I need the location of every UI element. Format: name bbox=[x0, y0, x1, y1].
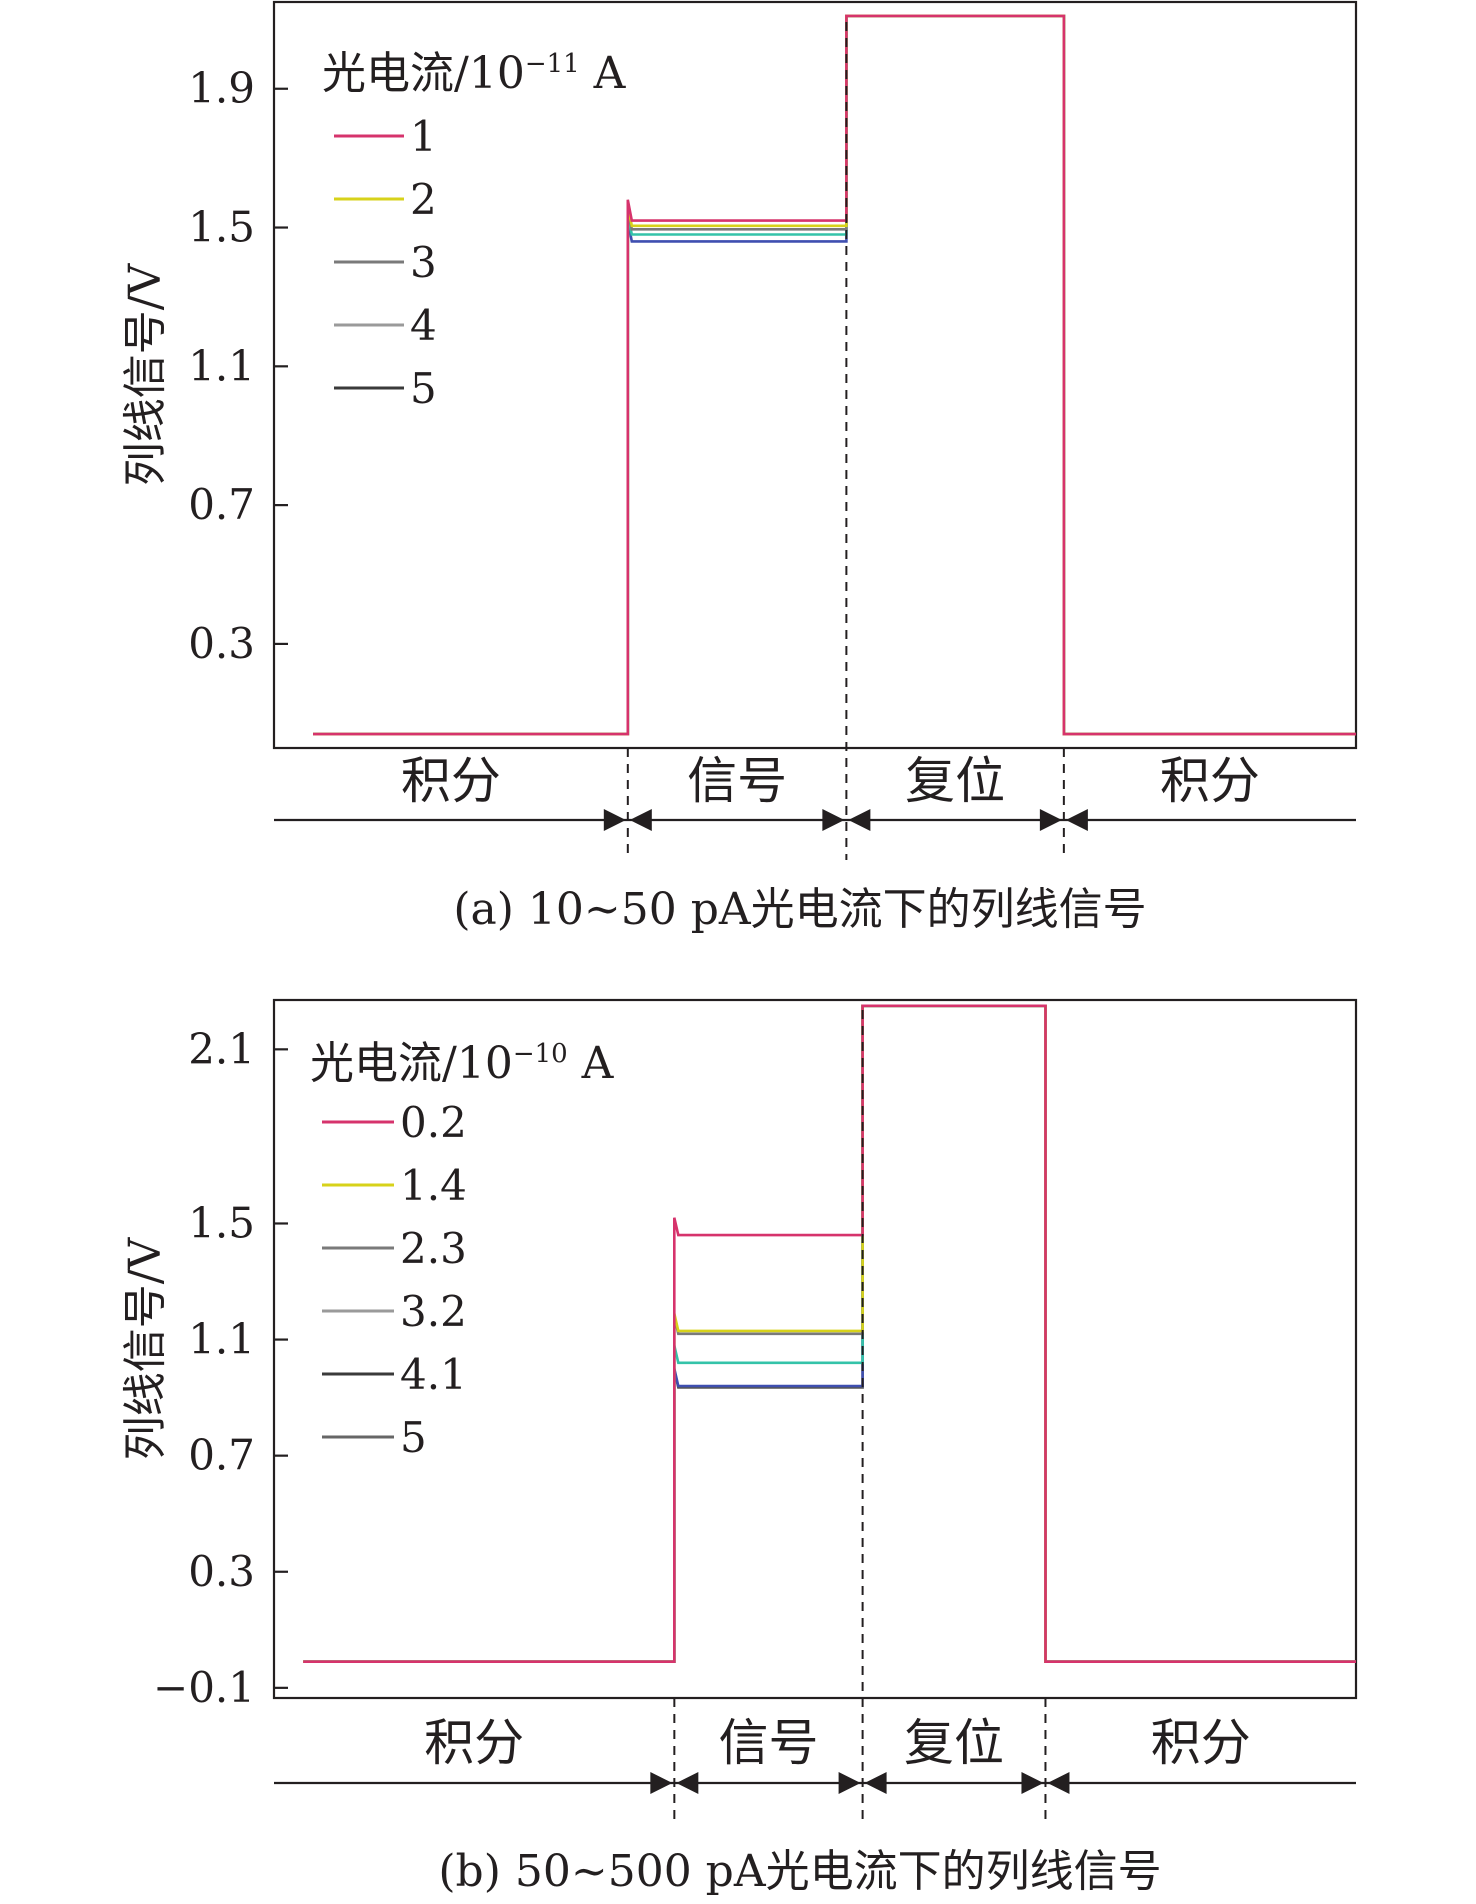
series-line-3 bbox=[313, 14, 1356, 736]
legend-title: 光电流/10−10 A bbox=[310, 1038, 615, 1089]
legend-entry: 3 bbox=[410, 238, 437, 287]
y-tick-label: 0.7 bbox=[188, 480, 255, 529]
arrowhead-right bbox=[838, 1772, 861, 1794]
series-line-4 bbox=[313, 14, 1356, 736]
y-tick-label: 0.3 bbox=[188, 619, 255, 668]
plot-frame bbox=[272, 0, 1358, 750]
phase-label: 复位 bbox=[905, 752, 1005, 810]
arrowhead-left bbox=[676, 1772, 699, 1794]
y-tick-label: −0.1 bbox=[153, 1663, 255, 1712]
y-tick-label: 1.5 bbox=[188, 1198, 255, 1247]
legend-entry: 4 bbox=[410, 301, 437, 350]
phase-label: 积分 bbox=[1160, 752, 1260, 810]
legend-entry: 2.3 bbox=[400, 1224, 467, 1273]
y-tick-label: 1.9 bbox=[188, 64, 255, 113]
y-axis-label: 列线信号/V bbox=[120, 1236, 171, 1460]
phase-label: 复位 bbox=[904, 1714, 1004, 1772]
arrowhead-right bbox=[822, 809, 845, 831]
y-tick-label: 1.5 bbox=[188, 203, 255, 252]
phase-label: 积分 bbox=[401, 752, 501, 810]
series-line-2 bbox=[313, 14, 1356, 736]
legend-title-main: 光电流/10 bbox=[310, 1038, 513, 1089]
legend-title-exponent: −10 bbox=[513, 1039, 568, 1069]
y-tick-label: 0.3 bbox=[188, 1547, 255, 1596]
plot-frame bbox=[272, 998, 1358, 1700]
phase-label: 信号 bbox=[718, 1714, 818, 1772]
phase-label: 信号 bbox=[687, 752, 787, 810]
legend-entry: 1 bbox=[410, 112, 437, 161]
phase-label: 积分 bbox=[1151, 1714, 1251, 1772]
legend-title: 光电流/10−11 A bbox=[322, 48, 627, 99]
y-tick-label: 2.1 bbox=[188, 1024, 255, 1073]
series-line-5 bbox=[313, 14, 1356, 736]
legend-title-unit: A bbox=[568, 1038, 615, 1089]
legend-entry: 0.2 bbox=[400, 1098, 467, 1147]
panel-a: 0.30.71.11.51.9 列线信号/V 光电流/10−11 A12345 … bbox=[120, 0, 1358, 935]
series-line-1 bbox=[313, 14, 1356, 736]
legend-entry: 2 bbox=[410, 175, 437, 224]
y-tick-label: 1.1 bbox=[188, 1315, 255, 1364]
y-axis-label: 列线信号/V bbox=[120, 262, 171, 486]
legend-title-exponent: −11 bbox=[525, 49, 580, 79]
arrowhead-left bbox=[629, 809, 652, 831]
phase-annotations: 积分 信号 复位 积分 bbox=[274, 1010, 1356, 1820]
legend-entry: 4.1 bbox=[400, 1350, 467, 1399]
arrowhead-left bbox=[1047, 1772, 1070, 1794]
phase-label: 积分 bbox=[424, 1714, 524, 1772]
arrowhead-right bbox=[650, 1772, 673, 1794]
panel-caption: (a) 10~50 pA光电流下的列线信号 bbox=[453, 884, 1146, 935]
legend-title-main: 光电流/10 bbox=[322, 48, 525, 99]
y-tick-label: 1.1 bbox=[188, 341, 255, 390]
panel-b: −0.1 0.3 0.7 1.1 1.5 2.1 列线信号/V 光电流/10−10 A 0.… bbox=[120, 998, 1358, 1897]
arrowhead-left bbox=[1065, 809, 1088, 831]
arrowhead-left bbox=[864, 1772, 887, 1794]
legend-entry: 5 bbox=[400, 1413, 427, 1462]
legend-entry: 1.4 bbox=[400, 1161, 467, 1210]
arrowhead-left bbox=[848, 809, 871, 831]
panel-caption: (b) 50~500 pA光电流下的列线信号 bbox=[438, 1846, 1161, 1897]
legend: 光电流/10−11 A 1 2 3 4 5 bbox=[322, 48, 627, 413]
y-axis: 0.3 0.7 1.1 1.5 1.9 bbox=[188, 64, 288, 668]
series-lines bbox=[313, 14, 1356, 736]
y-tick-label: 0.7 bbox=[188, 1431, 255, 1480]
phase-annotations: 积分 信号 复位 积分 bbox=[274, 22, 1356, 860]
arrowhead-right bbox=[603, 809, 626, 831]
legend-entry: 3.2 bbox=[400, 1287, 467, 1336]
arrowhead-right bbox=[1021, 1772, 1044, 1794]
y-axis: −0.1 0.3 0.7 1.1 1.5 2.1 bbox=[153, 1024, 288, 1712]
legend-entry: 5 bbox=[410, 364, 437, 413]
legend-title-unit: A bbox=[580, 48, 627, 99]
arrowhead-right bbox=[1039, 809, 1062, 831]
legend: 光电流/10−10 A 0.2 1.4 2.3 3.2 4.1 5 bbox=[310, 1038, 615, 1462]
